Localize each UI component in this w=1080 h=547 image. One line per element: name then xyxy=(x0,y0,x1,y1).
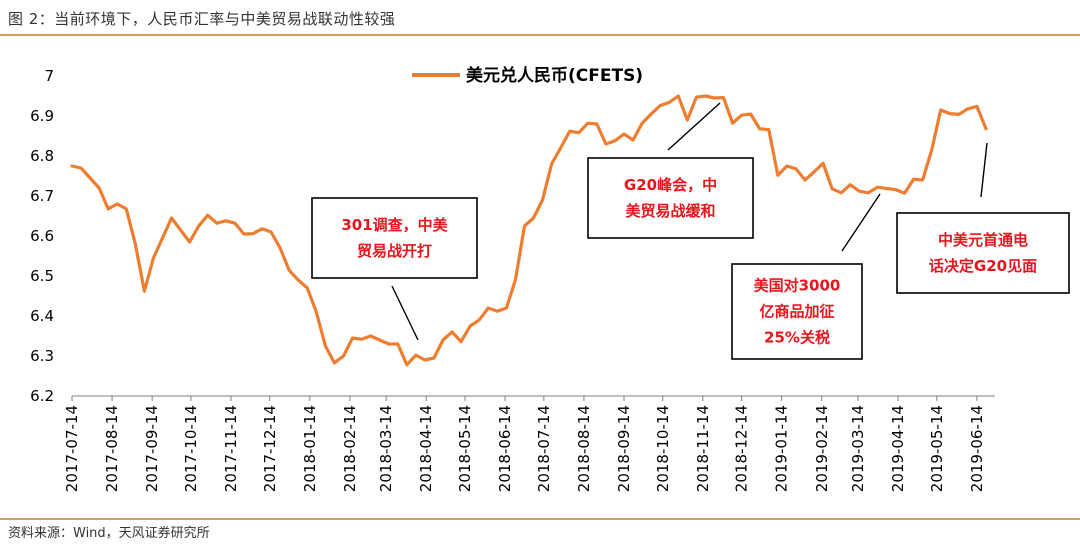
y-tick-label: 6.4 xyxy=(30,307,54,325)
x-tick-label: 2017-10-14 xyxy=(182,405,200,492)
x-tick-label: 2018-02-14 xyxy=(341,405,359,492)
annotation-text: 美国对3000 xyxy=(754,277,841,295)
series-line-usdcny xyxy=(70,94,988,367)
x-tick-label: 2018-09-14 xyxy=(615,405,633,492)
x-tick-label: 2018-01-14 xyxy=(301,405,319,492)
x-tick-label: 2017-07-14 xyxy=(63,405,81,492)
footer-divider xyxy=(0,518,1080,520)
annotation-box xyxy=(731,263,863,360)
x-tick-label: 2018-12-14 xyxy=(733,405,751,492)
x-tick-label: 2017-12-14 xyxy=(261,405,279,492)
annotation-text: 25%关税 xyxy=(764,329,830,347)
line-chart: 7 6.9 6.8 6.7 6.6 6.5 6.4 6.3 6.2 2017-07-14 2017-… xyxy=(30,65,1070,492)
legend-label: 美元兑人民币(CFETS) xyxy=(466,65,643,86)
annotation-text: 美贸易战缓和 xyxy=(625,202,715,220)
annotation-text: 301调查，中美 xyxy=(341,216,448,234)
source-note: 资料来源：Wind，天风证券研究所 xyxy=(8,526,210,541)
x-tick-label: 2017-09-14 xyxy=(143,405,161,492)
annotation-leader xyxy=(980,142,988,198)
y-tick-label: 6.8 xyxy=(30,147,54,165)
x-tick-label: 2019-02-14 xyxy=(813,405,831,492)
header-divider xyxy=(0,34,1080,36)
x-tick-label: 2019-06-14 xyxy=(968,405,986,492)
x-tick-label: 2017-08-14 xyxy=(103,405,121,492)
x-tick-label: 2018-11-14 xyxy=(694,405,712,492)
x-tick-label: 2019-05-14 xyxy=(928,405,946,492)
annotation-leader xyxy=(391,285,419,341)
x-tick-label: 2018-07-14 xyxy=(535,405,553,492)
annotation-leader xyxy=(841,193,881,252)
annotation-box xyxy=(587,157,754,239)
x-tick-label: 2018-05-14 xyxy=(456,405,474,492)
y-tick-label: 6.7 xyxy=(30,187,54,205)
y-tick-label: 6.9 xyxy=(30,107,54,125)
x-tick-label: 2019-01-14 xyxy=(773,405,791,492)
y-tick-label: 6.6 xyxy=(30,227,54,245)
y-tick-label: 6.3 xyxy=(30,347,54,365)
y-tick-label: 7 xyxy=(44,67,54,85)
annotation-leader xyxy=(667,102,721,151)
x-tick-label: 2018-06-14 xyxy=(496,405,514,492)
x-tick-label: 2018-04-14 xyxy=(417,405,435,492)
x-tick-label: 2019-03-14 xyxy=(849,405,867,492)
figure-title: 图 2：当前环境下，人民币汇率与中美贸易战联动性较强 xyxy=(8,10,396,28)
x-tick-label: 2018-10-14 xyxy=(654,405,672,492)
x-tick-label: 2018-03-14 xyxy=(377,405,395,492)
y-tick-label: 6.5 xyxy=(30,267,54,285)
x-tick-label: 2017-11-14 xyxy=(222,405,240,492)
x-tick-label: 2018-08-14 xyxy=(575,405,593,492)
annotation-text: G20峰会，中 xyxy=(624,176,717,194)
annotation-text: 贸易战开打 xyxy=(357,242,432,260)
annotation-box xyxy=(311,197,478,279)
x-tick-label: 2019-04-14 xyxy=(889,405,907,492)
annotation-text: 话决定G20见面 xyxy=(929,257,1037,275)
annotation-text: 中美元首通电 xyxy=(938,231,1028,249)
annotation-box xyxy=(896,212,1070,294)
annotation-text: 亿商品加征 xyxy=(759,303,834,321)
y-tick-label: 6.2 xyxy=(30,387,54,405)
